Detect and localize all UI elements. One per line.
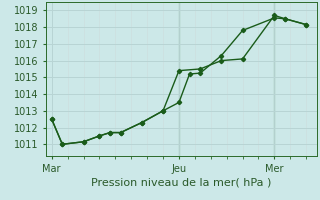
X-axis label: Pression niveau de la mer( hPa ): Pression niveau de la mer( hPa ) bbox=[92, 178, 272, 188]
